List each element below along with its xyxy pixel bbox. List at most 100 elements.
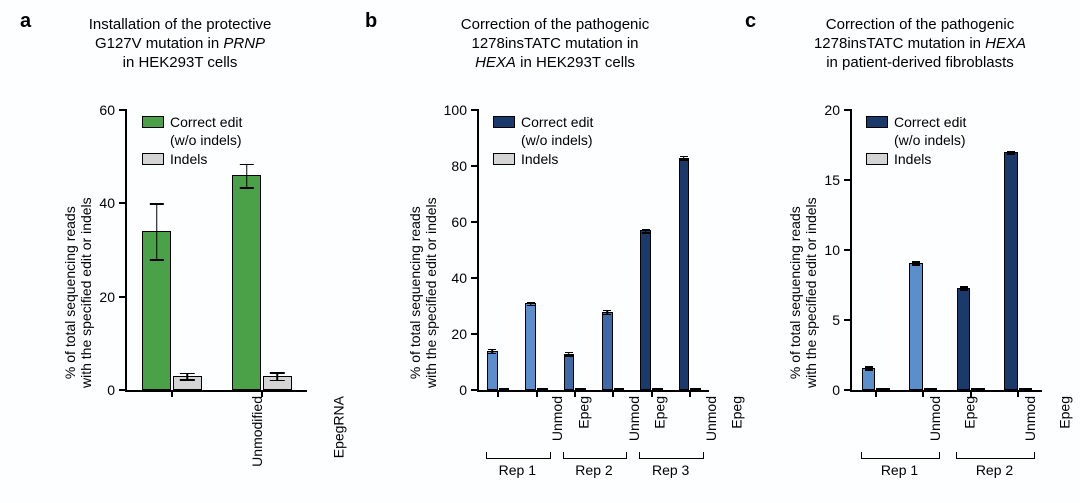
legend-row: Indels (142, 151, 242, 169)
error-cap (642, 229, 650, 231)
x-tick (612, 390, 614, 397)
x-tick (261, 390, 263, 397)
panel-c: c Correction of the pathogenic 1278insTA… (745, 10, 1065, 490)
error-cap (538, 390, 546, 392)
x-tick (651, 390, 653, 397)
error-cap (912, 261, 920, 263)
y-tick-label: 20 (824, 102, 852, 118)
error-cap (149, 203, 163, 205)
ylabel-text: % of total sequencing reads with the spe… (407, 197, 439, 388)
error-cap (653, 390, 661, 392)
title-line: G127V mutation in (95, 35, 223, 52)
error-cap (865, 369, 873, 371)
x-bar-label: Epeg (729, 396, 745, 429)
x-tick (574, 390, 576, 397)
panel-a-title: Installation of the protective G127V mut… (50, 16, 310, 72)
x-bar-label: Unmod (703, 396, 719, 441)
ylabel-text: % of total sequencing reads with the spe… (787, 197, 819, 388)
y-axis-label: % of total sequencing reads with the spe… (787, 197, 819, 388)
title-line: Correction of the pathogenic (461, 16, 649, 33)
bar (957, 288, 970, 390)
error-whisker (246, 164, 248, 187)
legend-line: (w/o indels) (521, 132, 593, 150)
error-cap (488, 349, 496, 351)
x-tick (171, 390, 173, 397)
legend-swatch-correct (493, 116, 515, 128)
error-cap (270, 372, 284, 374)
y-tick-label: 0 (107, 382, 127, 398)
error-cap (180, 379, 194, 381)
legend: Correct edit(w/o indels)Indels (866, 114, 966, 169)
legend-text: Indels (170, 151, 207, 169)
x-bar-label: Epeg (652, 396, 668, 429)
y-tick-label: 0 (459, 382, 479, 398)
y-tick-label: 60 (451, 214, 479, 230)
error-cap (960, 289, 968, 291)
panel-letter-b: b (365, 10, 377, 33)
error-cap (680, 159, 688, 161)
title-line: in HEK293T cells (516, 54, 635, 71)
panel-letter-c: c (745, 10, 756, 33)
legend-line: (w/o indels) (894, 132, 966, 150)
panel-b-title: Correction of the pathogenic 1278insTATC… (405, 16, 705, 72)
error-cap (565, 352, 573, 354)
error-cap (180, 373, 194, 375)
group-bracket (861, 452, 941, 459)
error-cap (149, 259, 163, 261)
group-label: Rep 2 (947, 462, 1042, 478)
y-tick-label: 60 (99, 102, 127, 118)
x-bar-label: Epeg (1057, 396, 1073, 429)
legend-row: Indels (866, 151, 966, 169)
error-cap (577, 390, 585, 392)
legend-line: Correct edit (170, 114, 242, 132)
x-bar-label: Epeg (962, 396, 978, 429)
bar (1004, 152, 1017, 390)
x-tick (497, 390, 499, 397)
title-line: 1278insTATC mutation in (471, 35, 638, 52)
error-cap (960, 286, 968, 288)
group-label: Rep 1 (852, 462, 947, 478)
x-tick (875, 390, 877, 397)
group-bracket (639, 452, 704, 459)
y-tick-label: 100 (444, 102, 479, 118)
x-bar-label: Unmod (1022, 396, 1038, 441)
legend: Correct edit(w/o indels)Indels (493, 114, 593, 169)
panel-b: b Correction of the pathogenic 1278insTA… (365, 10, 715, 490)
title-line: Installation of the protective (89, 16, 272, 33)
bar (232, 175, 261, 390)
x-tick (922, 390, 924, 397)
y-tick-label: 20 (451, 326, 479, 342)
y-tick-label: 15 (824, 172, 852, 188)
x-bar-label: Unmod (927, 396, 943, 441)
error-cap (615, 390, 623, 392)
error-cap (1007, 153, 1015, 155)
x-bar-label: Epeg (575, 396, 591, 429)
error-cap (527, 305, 535, 307)
legend-line: (w/o indels) (170, 132, 242, 150)
y-tick-label: 10 (824, 242, 852, 258)
error-cap (565, 355, 573, 357)
title-line: in HEK293T cells (123, 54, 238, 71)
plot-area-a: 0204060UnmodifiedEpegRNACorrect edit(w/o… (125, 110, 307, 392)
legend-line: Correct edit (894, 114, 966, 132)
y-tick-label: 20 (99, 289, 127, 305)
y-tick-label: 80 (451, 158, 479, 174)
error-cap (642, 232, 650, 234)
plot-area-c: 05101520UnmodEpegRep 1UnmodEpegRep 2Corr… (850, 110, 1042, 392)
bar (602, 312, 613, 390)
bar (487, 351, 498, 390)
legend-row: Correct edit(w/o indels) (493, 114, 593, 149)
legend-row: Correct edit(w/o indels) (142, 114, 242, 149)
legend-swatch-indels (866, 153, 888, 165)
legend-row: Correct edit(w/o indels) (866, 114, 966, 149)
legend-swatch-indels (142, 153, 164, 165)
x-category-label: Unmodified (249, 396, 265, 467)
legend-text: Correct edit(w/o indels) (894, 114, 966, 149)
legend-swatch-correct (142, 116, 164, 128)
y-axis-label: % of total sequencing reads with the spe… (62, 197, 94, 388)
legend-text: Correct edit(w/o indels) (521, 114, 593, 149)
x-tick (689, 390, 691, 397)
y-tick-label: 0 (832, 382, 852, 398)
bar (862, 368, 875, 390)
error-cap (926, 389, 934, 391)
